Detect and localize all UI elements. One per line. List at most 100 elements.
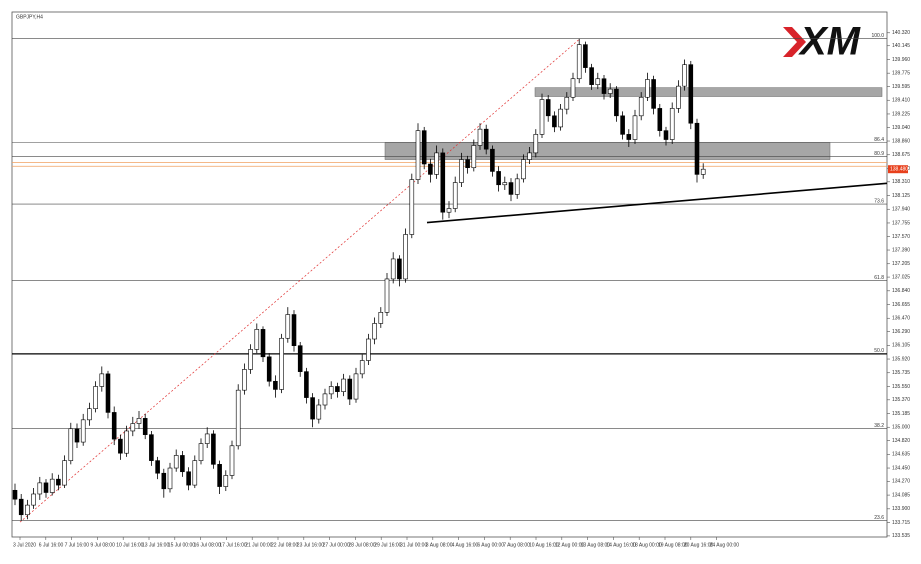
- candle-body: [539, 99, 545, 135]
- y-tick-label: 134.450: [892, 465, 910, 471]
- candle-body: [669, 108, 675, 140]
- candle-body: [390, 258, 396, 280]
- candle-body: [428, 163, 433, 175]
- x-tick-label: 6 Aug 00:00: [477, 542, 504, 548]
- candle-body: [366, 338, 371, 361]
- candle-body: [130, 423, 136, 432]
- candle-body: [490, 148, 495, 172]
- y-tick-label: 135.000: [892, 425, 910, 431]
- x-tick-label: 27 Jul 00:00: [323, 542, 350, 548]
- candle-body: [465, 159, 470, 169]
- x-tick-label: 7 Jul 16:00: [65, 542, 90, 548]
- candle-body: [124, 430, 129, 454]
- y-tick-label: 134.085: [892, 492, 910, 498]
- zone: [384, 142, 831, 160]
- y-tick-label: 139.225: [892, 111, 910, 117]
- candle-body: [74, 428, 80, 443]
- candle-body: [254, 329, 260, 350]
- last-price-label: 138.480: [890, 167, 908, 173]
- logo-text: XM: [798, 20, 862, 64]
- candle-body: [229, 445, 235, 476]
- candle-body: [192, 460, 198, 486]
- x-tick-label: 15 Jul 00:00: [168, 542, 195, 548]
- candle-body: [583, 44, 588, 68]
- x-tick-label: 10 Jul 16:00: [116, 542, 143, 548]
- candle-body: [434, 152, 439, 175]
- candle-body: [62, 460, 67, 486]
- y-tick-label: 135.920: [892, 356, 910, 362]
- candle-body: [273, 380, 278, 390]
- x-tick-label: 13 Jul 16:00: [142, 542, 169, 548]
- logo-chevron: [783, 27, 806, 57]
- candle-body: [341, 378, 346, 392]
- y-tick-label: 136.290: [892, 329, 910, 335]
- y-tick-label: 136.655: [892, 302, 910, 308]
- candle-body: [508, 182, 514, 195]
- x-tick-label: 3 Aug 08:00: [426, 542, 453, 548]
- candle-body: [328, 386, 334, 395]
- candle-body: [87, 408, 92, 421]
- y-tick-label: 133.900: [892, 506, 910, 512]
- candle-body: [663, 130, 669, 140]
- candle-body: [223, 475, 229, 487]
- y-tick-label: 137.205: [892, 261, 910, 267]
- y-tick-label: 134.635: [892, 452, 910, 458]
- y-tick-label: 133.535: [892, 533, 910, 539]
- candle-body: [657, 108, 663, 131]
- candle-body: [533, 134, 539, 154]
- candle-body: [452, 182, 458, 209]
- candle-body: [186, 471, 191, 486]
- y-tick-label: 135.185: [892, 411, 910, 417]
- fib-label: 23.6: [874, 515, 884, 521]
- x-tick-label: 4 Aug 16:00: [452, 542, 479, 548]
- candle-body: [180, 455, 185, 473]
- y-tick-label: 134.270: [892, 479, 910, 485]
- candle-body: [676, 85, 681, 109]
- candle-body: [31, 493, 36, 506]
- candle-body: [217, 464, 222, 487]
- y-tick-label: 137.570: [892, 234, 910, 240]
- candle-body: [558, 108, 563, 128]
- x-tick-label: 19 Aug 08:00: [658, 542, 688, 548]
- fib-label: 80.9: [874, 151, 884, 157]
- x-tick-label: 7 Aug 08:00: [503, 542, 530, 548]
- symbol-label: GBPJPY,H4: [16, 14, 43, 20]
- fib-line: [19, 38, 581, 523]
- candle-body: [545, 99, 551, 117]
- candle-body: [372, 323, 377, 340]
- candle-body: [111, 412, 117, 440]
- candle-body: [304, 371, 309, 398]
- y-tick-label: 138.125: [892, 193, 910, 199]
- candle-body: [415, 130, 421, 180]
- candle-body: [93, 386, 98, 410]
- candle-body: [688, 64, 694, 124]
- candle-body: [260, 329, 266, 358]
- candle-body: [477, 128, 483, 146]
- candle-body: [12, 489, 18, 500]
- candle-body: [242, 369, 247, 391]
- x-tick-label: 21 Jul 00:00: [245, 542, 272, 548]
- y-tick-label: 138.675: [892, 152, 910, 158]
- fib-label: 50.0: [874, 348, 884, 354]
- candle-body: [204, 433, 210, 444]
- x-tick-label: 6 Jul 16:00: [39, 542, 64, 548]
- y-tick-label: 140.145: [892, 43, 910, 49]
- candle-body: [316, 404, 322, 420]
- candle-body: [118, 438, 123, 454]
- fib-label: 61.8: [874, 275, 884, 281]
- candle-body: [397, 258, 402, 280]
- y-tick-label: 138.310: [892, 179, 910, 185]
- candle-body: [645, 79, 650, 98]
- y-tick-label: 139.040: [892, 125, 910, 131]
- candle-body: [682, 64, 687, 87]
- candle-body: [378, 312, 384, 324]
- candle-body: [43, 482, 49, 493]
- y-tick-label: 135.370: [892, 397, 910, 403]
- y-tick-label: 140.320: [892, 30, 910, 36]
- candle-body: [502, 182, 508, 186]
- y-tick-label: 139.775: [892, 71, 910, 77]
- trendline: [426, 182, 888, 224]
- candle-body: [248, 349, 253, 370]
- candle-body: [279, 337, 284, 390]
